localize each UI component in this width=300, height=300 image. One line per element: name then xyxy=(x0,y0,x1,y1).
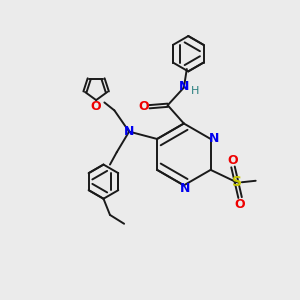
Text: H: H xyxy=(191,86,199,96)
Text: O: O xyxy=(235,197,245,211)
Text: N: N xyxy=(179,80,189,93)
Text: O: O xyxy=(138,100,149,113)
Text: N: N xyxy=(209,133,219,146)
Text: S: S xyxy=(232,175,242,189)
Text: O: O xyxy=(228,154,238,167)
Text: O: O xyxy=(91,100,101,113)
Text: N: N xyxy=(180,182,190,195)
Text: N: N xyxy=(124,125,134,138)
